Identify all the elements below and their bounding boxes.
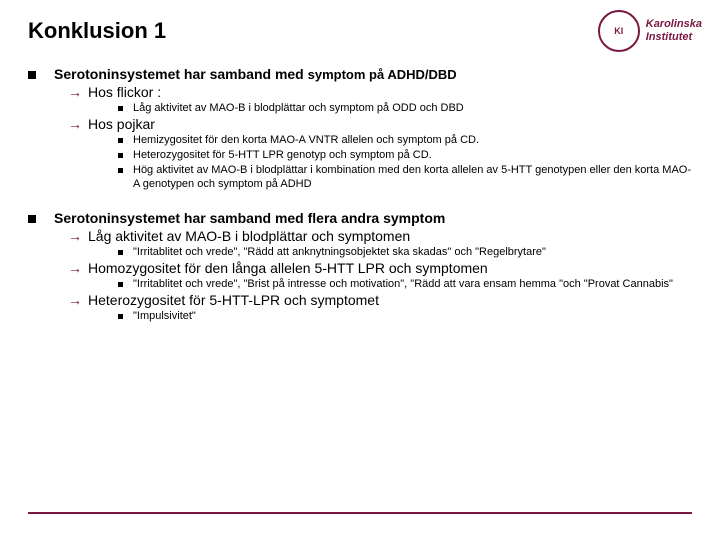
block1-sub1-text: Hos flickor :	[88, 84, 161, 100]
slide: KI Karolinska Institutet Konklusion 1 Se…	[0, 0, 720, 540]
block1-sub2-point2: Heterozygositet för 5-HTT LPR genotyp oc…	[118, 148, 692, 163]
square-bullet-icon	[28, 215, 36, 223]
logo-line2: Institutet	[646, 31, 702, 44]
block1-sub2-point3: Hög aktivitet av MAO-B i blodplättar i k…	[118, 163, 692, 193]
block2-sub2-text: Homozygositet för den långa allelen 5-HT…	[88, 260, 488, 276]
block1-sub2-point1-text: Hemizygositet för den korta MAO-A VNTR a…	[133, 133, 479, 148]
block1-sub2-point2-text: Heterozygositet för 5-HTT LPR genotyp oc…	[133, 148, 432, 163]
logo-line1: Karolinska	[646, 18, 702, 31]
block-2: Serotoninsystemet har samband med flera …	[28, 210, 692, 324]
block1-sub2-point3-text: Hög aktivitet av MAO-B i blodplättar i k…	[133, 163, 692, 193]
block1-heading-b: symptom på ADHD/DBD	[308, 67, 457, 82]
arrow-icon: →	[68, 228, 82, 244]
block1-sub1: → Hos flickor :	[68, 84, 692, 100]
block2-sub2: → Homozygositet för den långa allelen 5-…	[68, 260, 692, 276]
arrow-icon: →	[68, 116, 82, 132]
square-bullet-icon	[118, 314, 123, 319]
block2-sub2-point-text: "Irritablitet och vrede", "Brist på intr…	[133, 277, 673, 292]
block1-sub1-point: Låg aktivitet av MAO-B i blodplättar och…	[118, 101, 692, 116]
square-bullet-icon	[118, 250, 123, 255]
logo: KI Karolinska Institutet	[598, 10, 702, 52]
logo-seal-text: KI	[614, 27, 623, 36]
block2-sub3-point-text: "Impulsivitet"	[133, 309, 196, 324]
block2-heading-text: Serotoninsystemet har samband med flera …	[54, 210, 445, 226]
block1-heading: Serotoninsystemet har samband med sympto…	[28, 66, 692, 82]
block-1: Serotoninsystemet har samband med sympto…	[28, 66, 692, 192]
block1-heading-a: Serotoninsystemet har samband med	[54, 66, 308, 82]
logo-wordmark: Karolinska Institutet	[646, 18, 702, 43]
arrow-icon: →	[68, 260, 82, 276]
block2-sub1-point-text: "Irritablitet och vrede", "Rädd att ankn…	[133, 245, 546, 260]
block1-sub2: → Hos pojkar	[68, 116, 692, 132]
block2-sub1: → Låg aktivitet av MAO-B i blodplättar o…	[68, 228, 692, 244]
block1-sub2-text: Hos pojkar	[88, 116, 155, 132]
block1-sub2-point1: Hemizygositet för den korta MAO-A VNTR a…	[118, 133, 692, 148]
square-bullet-icon	[118, 282, 123, 287]
block2-sub1-point: "Irritablitet och vrede", "Rädd att ankn…	[118, 245, 692, 260]
block2-sub3-point: "Impulsivitet"	[118, 309, 692, 324]
arrow-icon: →	[68, 84, 82, 100]
block2-sub3-text: Heterozygositet för 5-HTT-LPR och sympto…	[88, 292, 379, 308]
block2-sub3: → Heterozygositet för 5-HTT-LPR och symp…	[68, 292, 692, 308]
block2-heading: Serotoninsystemet har samband med flera …	[28, 210, 692, 226]
block2-sub2-point: "Irritablitet och vrede", "Brist på intr…	[118, 277, 692, 292]
page-title: Konklusion 1	[28, 18, 692, 44]
square-bullet-icon	[118, 138, 123, 143]
block2-sub1-text: Låg aktivitet av MAO-B i blodplättar och…	[88, 228, 410, 244]
arrow-icon: →	[68, 292, 82, 308]
square-bullet-icon	[28, 71, 36, 79]
square-bullet-icon	[118, 106, 123, 111]
block1-heading-text: Serotoninsystemet har samband med sympto…	[54, 66, 457, 82]
square-bullet-icon	[118, 153, 123, 158]
square-bullet-icon	[118, 168, 123, 173]
block1-sub1-point-text: Låg aktivitet av MAO-B i blodplättar och…	[133, 101, 464, 116]
logo-seal-icon: KI	[598, 10, 640, 52]
footer-divider	[28, 512, 692, 514]
